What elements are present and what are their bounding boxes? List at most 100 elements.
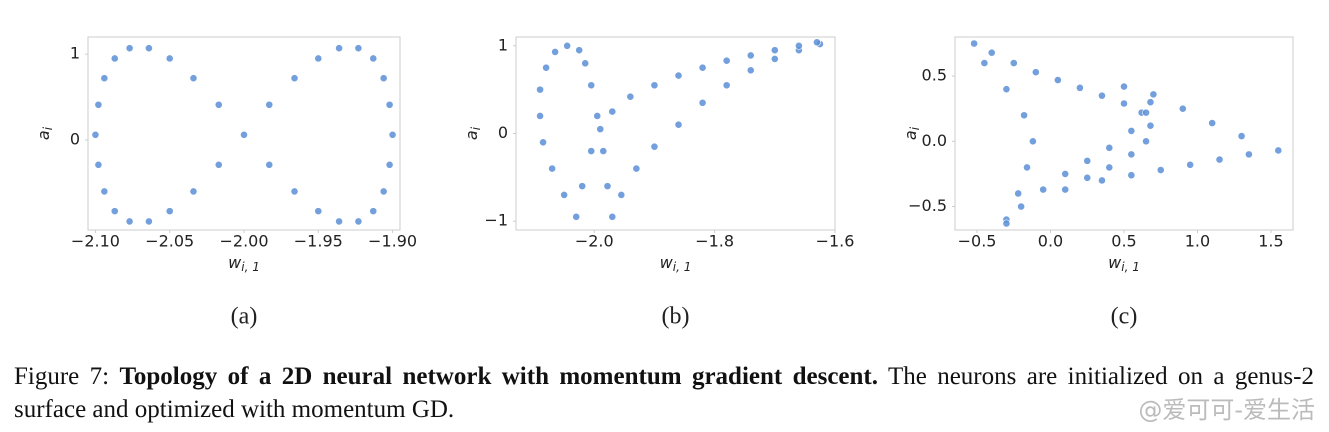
point <box>265 100 274 109</box>
caption-label: Figure 7: <box>14 363 110 390</box>
y-tick-label: −1 <box>484 211 508 230</box>
y-label-main: a <box>34 130 53 140</box>
x-tick-label: −2.0 <box>575 232 614 251</box>
x-label-main: w <box>1108 253 1122 272</box>
point <box>1178 104 1187 113</box>
point <box>1245 150 1253 159</box>
point <box>1002 219 1011 228</box>
panel-label: (a) <box>231 304 258 330</box>
point <box>536 112 544 120</box>
point <box>593 112 602 120</box>
point <box>388 130 397 139</box>
point <box>650 81 659 90</box>
point <box>1076 83 1084 92</box>
point <box>385 100 394 109</box>
point <box>1127 150 1136 159</box>
point <box>145 217 153 226</box>
point <box>650 142 659 151</box>
x-tick-label: −2.05 <box>145 232 194 251</box>
y-tick-label: 0 <box>498 123 508 142</box>
point <box>581 59 590 68</box>
x-label-sub: i, 1 <box>1121 260 1140 274</box>
point <box>603 182 612 191</box>
point <box>1120 82 1128 91</box>
point <box>813 38 821 47</box>
x-tick-label: 0.5 <box>1111 232 1136 251</box>
x-label-main: w <box>660 253 674 272</box>
point <box>1020 111 1028 120</box>
point <box>1208 119 1217 127</box>
point <box>189 74 198 83</box>
point <box>110 54 119 63</box>
point <box>587 147 596 155</box>
point <box>563 41 572 50</box>
x-axis-label: wi, 1 <box>660 253 692 274</box>
x-tick-label: −1.6 <box>816 232 855 251</box>
point <box>1028 137 1037 146</box>
y-label-sub: i <box>469 126 483 130</box>
point <box>1083 156 1092 165</box>
point <box>587 81 596 90</box>
point <box>314 207 323 216</box>
point <box>575 46 584 55</box>
point <box>145 44 153 53</box>
point <box>1120 99 1128 108</box>
point <box>578 182 587 191</box>
y-label-main: a <box>462 130 481 140</box>
point <box>987 48 996 57</box>
x-label-sub: i, 1 <box>673 260 692 274</box>
point <box>100 74 109 83</box>
point <box>1098 91 1106 100</box>
y-axis-label: ai <box>34 126 55 140</box>
point <box>617 191 626 199</box>
x-tick-label: −2.10 <box>71 232 120 251</box>
point <box>551 48 560 56</box>
y-label-main: a <box>901 130 920 140</box>
point <box>539 138 547 147</box>
point <box>1009 59 1018 67</box>
x-axis-label: wi, 1 <box>1108 253 1140 274</box>
point <box>572 212 581 221</box>
point <box>165 54 174 63</box>
caption-text: The neurons are initialized on a genus-2… <box>14 363 1314 423</box>
point <box>608 212 617 221</box>
point <box>1149 90 1158 99</box>
point <box>100 187 109 196</box>
axes-frame <box>515 36 836 231</box>
point <box>214 100 223 109</box>
y-label-sub: i <box>908 126 922 130</box>
point <box>1127 171 1136 180</box>
point <box>1053 76 1062 84</box>
point <box>1017 202 1026 211</box>
point <box>1061 170 1070 178</box>
x-label-sub: i, 1 <box>241 260 260 274</box>
point <box>189 187 198 196</box>
y-tick-label: 1 <box>498 35 508 54</box>
panel-label: (c) <box>1111 304 1138 330</box>
point <box>608 107 617 116</box>
point <box>980 59 989 67</box>
point <box>698 63 707 72</box>
point <box>110 207 119 216</box>
point <box>379 187 388 196</box>
point <box>560 191 569 199</box>
point <box>94 100 103 109</box>
point <box>1146 121 1155 130</box>
point <box>746 66 755 75</box>
point <box>335 44 343 53</box>
point <box>548 164 557 173</box>
point <box>1023 163 1031 172</box>
point <box>599 147 608 155</box>
x-label-main: w <box>228 253 242 272</box>
point <box>770 55 779 63</box>
point <box>354 44 363 53</box>
point <box>970 39 979 48</box>
point <box>542 63 550 72</box>
point <box>536 85 544 94</box>
point <box>794 41 803 50</box>
point <box>240 130 248 139</box>
point <box>770 46 779 55</box>
caption: Figure 7: Topology of a 2D neural networ… <box>14 360 1314 426</box>
point <box>722 56 731 65</box>
